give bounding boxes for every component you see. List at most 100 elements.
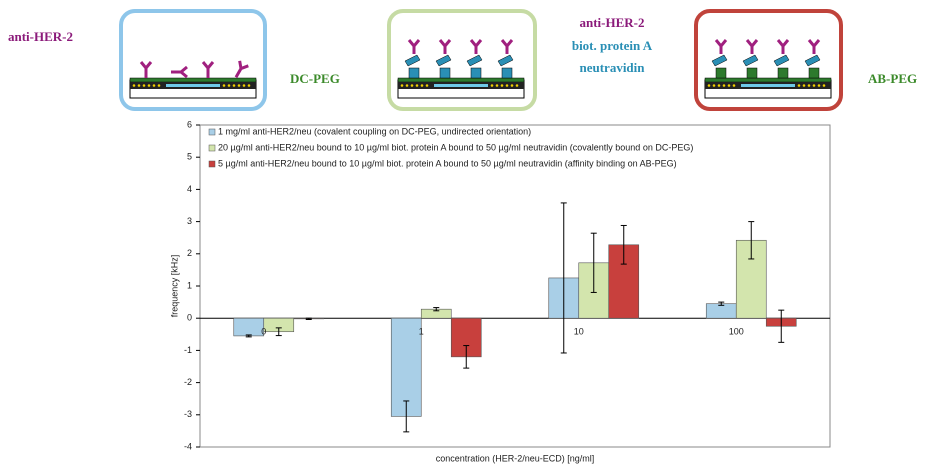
y-tick-label: -2 [184, 377, 192, 387]
label-ab-peg: AB-PEG [868, 71, 917, 86]
substrate-dot [818, 84, 821, 87]
substrate-dot [238, 84, 241, 87]
x-tick-label: 100 [729, 327, 744, 337]
substrate-dot [148, 84, 151, 87]
antibody [747, 40, 757, 54]
substrate-dot [223, 84, 226, 87]
x-tick-label: 1 [419, 327, 424, 337]
substrate-dot [708, 84, 711, 87]
y-tick-label: 3 [187, 216, 192, 226]
antibody [809, 40, 819, 54]
substrate-dot [243, 84, 246, 87]
protein-a [405, 55, 420, 66]
antibody [171, 67, 187, 77]
substrate-dot [138, 84, 141, 87]
protein-a [805, 55, 820, 66]
substrate-strip [741, 84, 795, 87]
y-tick-label: 4 [187, 184, 192, 194]
x-tick-label: 10 [574, 327, 584, 337]
antibody [440, 40, 450, 54]
protein-a [436, 55, 451, 66]
y-tick-label: 1 [187, 280, 192, 290]
substrate-dot [248, 84, 251, 87]
legend-label: 20 µg/ml anti-HER2/neu bound to 10 µg/ml… [218, 142, 693, 152]
antibody [502, 40, 512, 54]
y-tick-label: 2 [187, 248, 192, 258]
substrate-dot [158, 84, 161, 87]
protein-a [712, 55, 727, 66]
antibody [203, 62, 213, 78]
y-tick-label: 6 [187, 119, 192, 129]
substrate-dot [401, 84, 404, 87]
substrate-dot [421, 84, 424, 87]
y-axis-title: frequency [kHz] [169, 255, 179, 318]
substrate-layer [130, 78, 256, 82]
substrate-dot [153, 84, 156, 87]
substrate-strip [434, 84, 488, 87]
antibody [232, 61, 249, 80]
legend-label: 1 mg/ml anti-HER2/neu (covalent coupling… [218, 126, 531, 136]
protein-a [743, 55, 758, 66]
substrate-dot [496, 84, 499, 87]
legend-swatch [209, 129, 215, 135]
y-tick-label: -1 [184, 345, 192, 355]
plot-frame [200, 125, 830, 447]
substrate-dot [713, 84, 716, 87]
neutravidin [409, 68, 419, 78]
protein-a [498, 55, 513, 66]
label-antibody: anti-HER-2 [8, 29, 73, 44]
label-antibody: anti-HER-2 [580, 15, 645, 30]
substrate-dot [406, 84, 409, 87]
y-tick-label: -3 [184, 409, 192, 419]
neutravidin [716, 68, 726, 78]
neutravidin [809, 68, 819, 78]
y-tick-label: -4 [184, 441, 192, 451]
substrate-layer [705, 78, 831, 82]
label-neutravidin: neutravidin [579, 60, 645, 75]
y-tick-label: 0 [187, 313, 192, 323]
substrate-dot [233, 84, 236, 87]
x-axis-title: concentration (HER-2/neu-ECD) [ng/ml] [436, 453, 595, 463]
neutravidin [471, 68, 481, 78]
substrate-dot [491, 84, 494, 87]
antibody [409, 40, 419, 54]
label-protein-a: biot. protein A [572, 38, 653, 53]
substrate-dot [143, 84, 146, 87]
antibody [141, 62, 151, 78]
substrate-dot [516, 84, 519, 87]
substrate-dot [228, 84, 231, 87]
legend-label: 5 µg/ml anti-HER2/neu bound to 10 µg/ml … [218, 158, 677, 168]
legend-swatch [209, 161, 215, 167]
legend-swatch [209, 145, 215, 151]
substrate-layer [398, 78, 524, 82]
substrate-dot [426, 84, 429, 87]
antibody [716, 40, 726, 54]
substrate-dot [803, 84, 806, 87]
x-tick-label: 0 [261, 327, 266, 337]
protein-a [774, 55, 789, 66]
substrate-dot [813, 84, 816, 87]
neutravidin [778, 68, 788, 78]
bar [234, 318, 264, 336]
protein-a [467, 55, 482, 66]
neutravidin [440, 68, 450, 78]
substrate-dot [728, 84, 731, 87]
substrate-dot [798, 84, 801, 87]
substrate-dot [823, 84, 826, 87]
antibody [471, 40, 481, 54]
substrate-strip [166, 84, 220, 87]
chart: anti-HER-2 DC-PEG anti-HER-2 biot. prote… [0, 0, 933, 468]
substrate-dot [511, 84, 514, 87]
substrate-dot [733, 84, 736, 87]
substrate-dot [501, 84, 504, 87]
bar [706, 304, 736, 318]
neutravidin [747, 68, 757, 78]
substrate-dot [133, 84, 136, 87]
substrate-dot [718, 84, 721, 87]
substrate-dot [416, 84, 419, 87]
substrate-dot [723, 84, 726, 87]
substrate-dot [808, 84, 811, 87]
neutravidin [502, 68, 512, 78]
substrate-dot [506, 84, 509, 87]
y-tick-label: 5 [187, 152, 192, 162]
